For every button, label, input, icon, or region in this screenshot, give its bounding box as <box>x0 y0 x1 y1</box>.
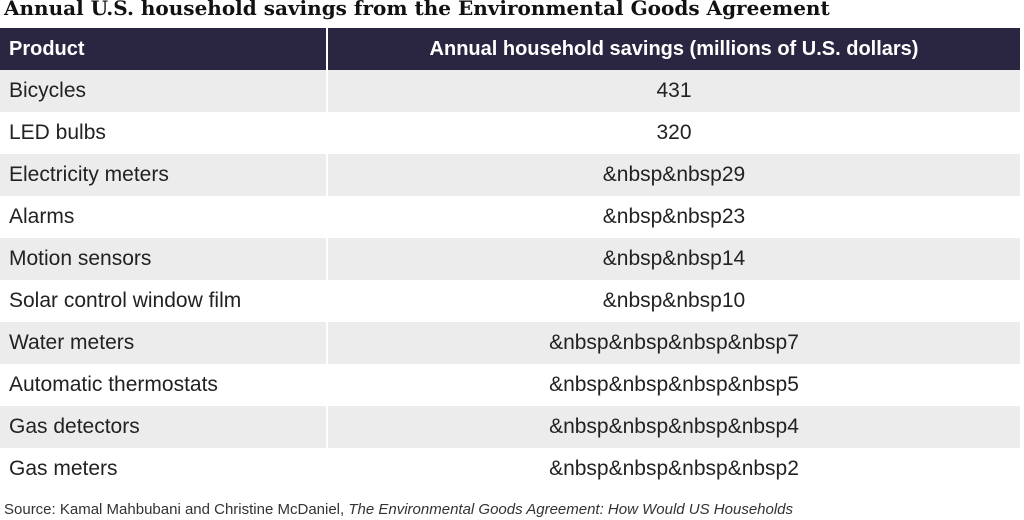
product-cell: Automatic thermostats <box>0 364 328 406</box>
savings-cell: &nbsp&nbsp10 <box>602 289 746 312</box>
chart-title: Annual U.S. household savings from the E… <box>4 0 830 20</box>
table-row: LED bulbs 320 <box>0 112 1020 154</box>
table-row: Solar control window film &nbsp&nbsp10 <box>0 280 1020 322</box>
savings-cell: &nbsp&nbsp14 <box>602 247 746 270</box>
header-savings: Annual household savings (millions of U.… <box>429 37 919 60</box>
savings-cell: &nbsp&nbsp23 <box>602 205 746 228</box>
savings-cell: &nbsp&nbsp&nbsp&nbsp5 <box>549 373 799 396</box>
table-body: Bicycles 431 LED bulbs 320 Electricity meter… <box>0 70 1020 490</box>
savings-cell: 320 <box>656 121 692 144</box>
savings-cell: 431 <box>656 79 692 102</box>
table-row: Alarms &nbsp&nbsp23 <box>0 196 1020 238</box>
product-cell: Motion sensors <box>0 238 328 280</box>
savings-cell: &nbsp&nbsp&nbsp&nbsp4 <box>549 415 799 438</box>
product-cell: Electricity meters <box>0 154 328 196</box>
header-product: Product <box>0 28 328 70</box>
product-cell: Solar control window film <box>0 280 328 322</box>
product-cell: LED bulbs <box>0 112 328 154</box>
product-cell: Gas detectors <box>0 406 328 448</box>
source-note: Source: Kamal Mahbubani and Christine Mc… <box>4 500 793 520</box>
source-title: The Environmental Goods Agreement: How W… <box>348 501 794 518</box>
savings-cell: &nbsp&nbsp&nbsp&nbsp2 <box>549 457 799 480</box>
product-cell: Alarms <box>0 196 328 238</box>
product-cell: Gas meters <box>0 448 328 490</box>
table-row: Water meters &nbsp&nbsp&nbsp&nbsp7 <box>0 322 1020 364</box>
savings-cell: &nbsp&nbsp29 <box>602 163 746 186</box>
table-row: Bicycles 431 <box>0 70 1020 112</box>
product-cell: Water meters <box>0 322 328 364</box>
table-row: Gas detectors &nbsp&nbsp&nbsp&nbsp4 <box>0 406 1020 448</box>
product-cell: Bicycles <box>0 70 328 112</box>
table-row: Electricity meters &nbsp&nbsp29 <box>0 154 1020 196</box>
source-prefix: Source: Kamal Mahbubani and Christine Mc… <box>4 501 345 518</box>
table-row: Gas meters &nbsp&nbsp&nbsp&nbsp2 <box>0 448 1020 490</box>
table-header-row: Product Annual household savings (millio… <box>0 28 1020 70</box>
table-row: Automatic thermostats &nbsp&nbsp&nbsp&nbs… <box>0 364 1020 406</box>
table-row: Motion sensors &nbsp&nbsp14 <box>0 238 1020 280</box>
savings-cell: &nbsp&nbsp&nbsp&nbsp7 <box>549 331 799 354</box>
savings-table: Product Annual household savings (millio… <box>0 28 1020 490</box>
